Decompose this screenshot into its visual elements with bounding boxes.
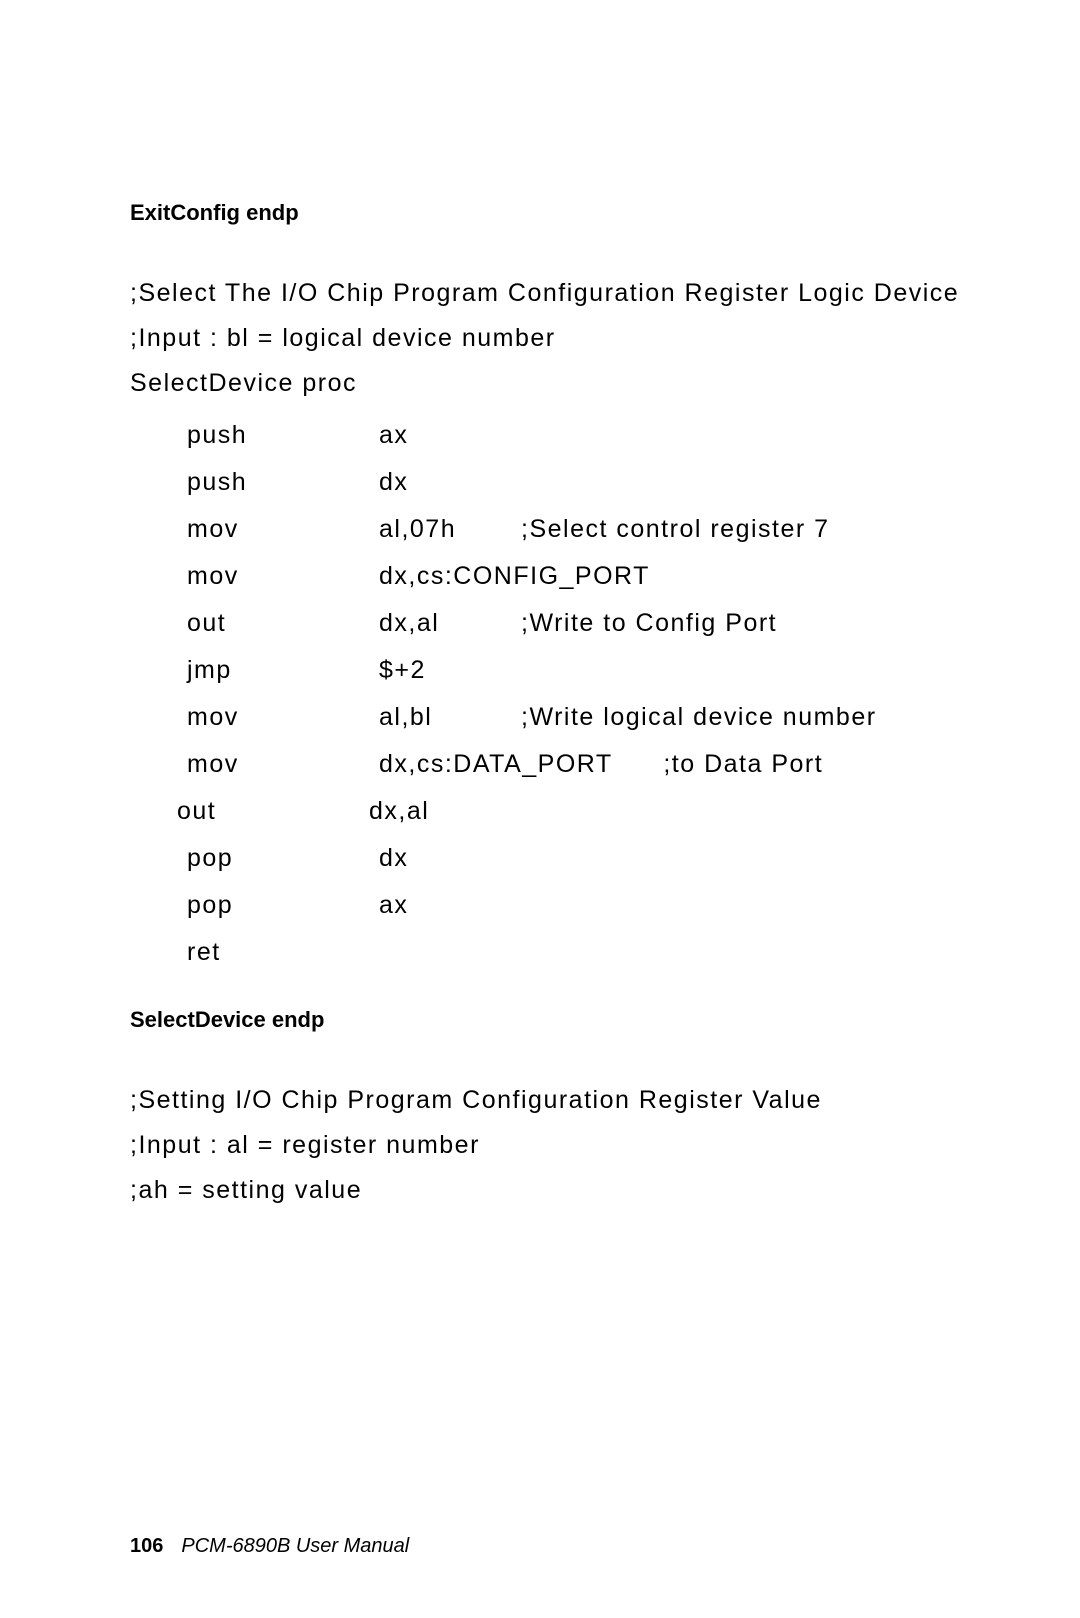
manual-page: ExitConfig endp ;Select The I/O Chip Pro… [0,0,1080,1618]
cmt: ;Select control register 7 [521,507,877,552]
cmt [521,836,877,881]
op: ret [187,930,377,975]
proc-end-header-2: SelectDevice endp [130,1007,1020,1033]
arg: dx,cs:DATA_PORT ;to Data Port [379,742,877,787]
op: push [187,413,377,458]
cmt: ;Write to Config Port [521,601,877,646]
op: mov [187,554,377,599]
arg: dx,al [379,601,519,646]
arg: dx [379,836,519,881]
proc-declaration: SelectDevice proc [130,366,1020,401]
arg: $+2 [379,648,519,693]
cmt [521,883,877,928]
cmt [521,789,877,834]
comment-select-chip: ;Select The I/O Chip Program Configurati… [130,276,1020,311]
arg: dx,al [369,789,509,834]
cmt [521,648,877,693]
code-row: jmp$+2 [187,648,877,693]
comment-input-bl: ;Input : bl = logical device number [130,321,1020,356]
manual-title: PCM-6890B User Manual [181,1535,409,1557]
code-row: popdx [187,836,877,881]
arg: ax [379,413,519,458]
assembly-code-block: pushax pushdx moval,07h;Select control r… [185,411,879,977]
op: mov [187,742,377,787]
comment-setting-chip: ;Setting I/O Chip Program Configuration … [130,1083,1020,1118]
code-row: ret [187,930,877,975]
proc-end-header-1: ExitConfig endp [130,200,1020,226]
cmt: ;Write logical device number [521,695,877,740]
code-row: movdx,cs:CONFIG_PORT [187,554,877,599]
op: pop [187,836,377,881]
op: out [177,789,367,834]
code-row: pushax [187,413,877,458]
code-row: moval,bl;Write logical device number [187,695,877,740]
op: pop [187,883,377,928]
code-row: movdx,cs:DATA_PORT ;to Data Port [187,742,877,787]
arg: dx [379,460,519,505]
comment-input-al: ;Input : al = register number [130,1128,1020,1163]
page-footer: 106 PCM-6890B User Manual [130,1535,409,1558]
arg: dx,cs:CONFIG_PORT [379,554,877,599]
op: push [187,460,377,505]
op: mov [187,507,377,552]
arg: ax [379,883,519,928]
code-row: outdx,al;Write to Config Port [187,601,877,646]
arg [379,930,519,975]
code-row: outdx,al [187,789,877,834]
cmt [521,460,877,505]
arg: al,bl [379,695,519,740]
code-row: pushdx [187,460,877,505]
cmt [521,413,877,458]
cmt [521,930,877,975]
arg: al,07h [379,507,519,552]
op: jmp [187,648,377,693]
code-row: popax [187,883,877,928]
page-number: 106 [130,1535,163,1557]
op: mov [187,695,377,740]
code-row: moval,07h;Select control register 7 [187,507,877,552]
comment-ah-value: ;ah = setting value [130,1173,1020,1208]
op: out [187,601,377,646]
